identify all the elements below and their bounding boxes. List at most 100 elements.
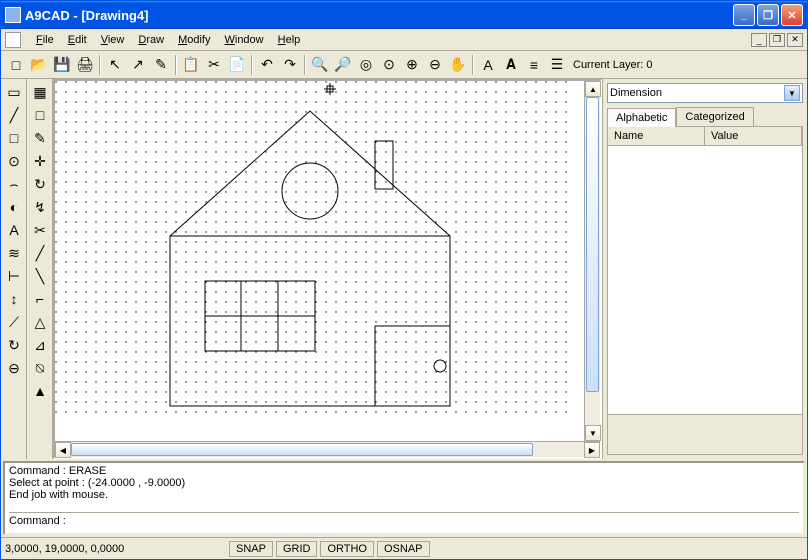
minimize-button[interactable]: _ — [733, 4, 755, 26]
redo-icon[interactable]: ↷ — [279, 54, 301, 76]
zoomwin-icon[interactable]: ◎ — [355, 54, 377, 76]
modify-tool-2[interactable]: ✎ — [29, 127, 51, 149]
toggle-ortho[interactable]: ORTHO — [320, 541, 374, 557]
open-icon[interactable]: 📂 — [28, 54, 50, 76]
command-panel[interactable]: Command : ERASE Select at point : (-24.0… — [3, 461, 805, 535]
text-icon[interactable]: A — [477, 54, 499, 76]
current-layer-label: Current Layer: 0 — [569, 59, 656, 71]
grid-body[interactable] — [608, 146, 802, 414]
window-title: A9CAD - [Drawing4] — [25, 8, 733, 23]
modify-tool-13[interactable]: ▲ — [29, 380, 51, 402]
zoomin-icon[interactable]: 🔍 — [309, 54, 331, 76]
grid-description — [608, 414, 802, 454]
canvas[interactable] — [55, 81, 575, 421]
object-type-combo[interactable]: Dimension ▼ — [607, 83, 803, 103]
layers-icon[interactable]: ☰ — [546, 54, 568, 76]
properties-panel: Dimension ▼ AlphabeticCategorized Name V… — [602, 79, 807, 459]
draw-tool-8[interactable]: ⊢ — [3, 265, 25, 287]
modify-tool-9[interactable]: ⌐ — [29, 288, 51, 310]
pan-icon[interactable]: ✋ — [447, 54, 469, 76]
toggle-grid[interactable]: GRID — [276, 541, 318, 557]
drawing-area[interactable]: ▲ ▼ ◀ ▶ — [53, 79, 602, 459]
draw-tool-0[interactable]: ▭ — [3, 81, 25, 103]
textstyle-icon[interactable]: 𝐀 — [500, 54, 522, 76]
zoomminus-icon[interactable]: ⊖ — [424, 54, 446, 76]
main-window: A9CAD - [Drawing4] _ ❐ ✕ FileEditViewDra… — [0, 0, 808, 560]
draw-tool-10[interactable]: ⟋ — [3, 311, 25, 333]
toggle-snap[interactable]: SNAP — [229, 541, 273, 557]
menu-help[interactable]: Help — [271, 32, 308, 48]
mdi-close-button[interactable]: ✕ — [787, 33, 803, 47]
titlebar[interactable]: A9CAD - [Drawing4] _ ❐ ✕ — [1, 1, 807, 29]
copy-icon[interactable]: 📋 — [180, 54, 202, 76]
pick2-icon[interactable]: ↗ — [127, 54, 149, 76]
menubar: FileEditViewDrawModifyWindowHelp _ ❐ ✕ — [1, 29, 807, 51]
modify-tool-0[interactable]: ▦ — [29, 81, 51, 103]
menu-draw[interactable]: Draw — [131, 32, 171, 48]
paste-icon[interactable]: 📄 — [226, 54, 248, 76]
cut-icon[interactable]: ✂ — [203, 54, 225, 76]
combo-dropdown-button[interactable]: ▼ — [784, 85, 800, 101]
statusbar: 3,0000, 19,0000, 0,0000 SNAPGRIDORTHOOSN… — [1, 537, 807, 559]
toggle-osnap[interactable]: OSNAP — [377, 541, 430, 557]
new-icon[interactable]: □ — [5, 54, 27, 76]
tab-alphabetic[interactable]: Alphabetic — [607, 108, 676, 127]
scroll-left-button[interactable]: ◀ — [55, 442, 71, 458]
col-name[interactable]: Name — [608, 127, 705, 145]
modify-tool-11[interactable]: ⊿ — [29, 334, 51, 356]
save-icon[interactable]: 💾 — [51, 54, 73, 76]
modify-tool-5[interactable]: ↯ — [29, 196, 51, 218]
modify-tool-1[interactable]: □ — [29, 104, 51, 126]
app-icon — [5, 7, 21, 23]
scroll-right-button[interactable]: ▶ — [584, 442, 600, 458]
draw-tool-3[interactable]: ⊙ — [3, 150, 25, 172]
draw-tool-7[interactable]: ≋ — [3, 242, 25, 264]
draw-tool-11[interactable]: ↻ — [3, 334, 25, 356]
zoomout-icon[interactable]: 🔎 — [332, 54, 354, 76]
modify-tool-12[interactable]: ⍉ — [29, 357, 51, 379]
modify-tool-4[interactable]: ↻ — [29, 173, 51, 195]
col-value[interactable]: Value — [705, 127, 802, 145]
print-icon[interactable]: 🖨 — [74, 54, 96, 76]
draw-tool-12[interactable]: ⊖ — [3, 357, 25, 379]
undo-icon[interactable]: ↶ — [256, 54, 278, 76]
property-grid[interactable]: Name Value — [607, 126, 803, 455]
modify-tool-10[interactable]: △ — [29, 311, 51, 333]
scroll-down-button[interactable]: ▼ — [585, 425, 601, 441]
mdi-restore-button[interactable]: ❐ — [769, 33, 785, 47]
menu-edit[interactable]: Edit — [61, 32, 94, 48]
pick-icon[interactable]: ↖ — [104, 54, 126, 76]
pick3-icon[interactable]: ✎ — [150, 54, 172, 76]
zoomplus-icon[interactable]: ⊕ — [401, 54, 423, 76]
menu-file[interactable]: File — [29, 32, 61, 48]
vertical-scrollbar[interactable]: ▲ ▼ — [584, 81, 600, 441]
draw-tool-2[interactable]: □ — [3, 127, 25, 149]
document-icon[interactable] — [5, 32, 21, 48]
menu-modify[interactable]: Modify — [171, 32, 217, 48]
draw-tool-9[interactable]: ↕ — [3, 288, 25, 310]
maximize-button[interactable]: ❐ — [757, 4, 779, 26]
main-toolbar: □📂💾🖨 ↖↗✎ 📋✂📄 ↶↷ 🔍🔎◎⊙⊕⊖✋ A𝐀≡☰ Current Layer: 0 — [1, 51, 807, 79]
modify-tool-7[interactable]: ╱ — [29, 242, 51, 264]
modify-tool-6[interactable]: ✂ — [29, 219, 51, 241]
left-toolbars: ▭╱□⊙⌢◐A≋⊢↕⟋↻⊖ ▦□✎✛↻↯✂╱╲⌐△⊿⍉▲ — [1, 79, 53, 459]
mdi-minimize-button[interactable]: _ — [751, 33, 767, 47]
horizontal-scrollbar[interactable]: ◀ ▶ — [55, 441, 600, 457]
status-coords: 3,0000, 19,0000, 0,0000 — [5, 543, 225, 555]
menu-view[interactable]: View — [94, 32, 132, 48]
zoomext-icon[interactable]: ⊙ — [378, 54, 400, 76]
close-button[interactable]: ✕ — [781, 4, 803, 26]
combo-value: Dimension — [610, 87, 662, 99]
scroll-up-button[interactable]: ▲ — [585, 81, 601, 97]
modify-tool-8[interactable]: ╲ — [29, 265, 51, 287]
draw-tool-1[interactable]: ╱ — [3, 104, 25, 126]
menu-window[interactable]: Window — [217, 32, 270, 48]
modify-tool-3[interactable]: ✛ — [29, 150, 51, 172]
layer-icon[interactable]: ≡ — [523, 54, 545, 76]
draw-tool-6[interactable]: A — [3, 219, 25, 241]
tab-categorized[interactable]: Categorized — [676, 107, 753, 126]
draw-tool-4[interactable]: ⌢ — [3, 173, 25, 195]
command-output: Command : ERASE Select at point : (-24.0… — [9, 465, 799, 510]
draw-tool-5[interactable]: ◐ — [3, 196, 25, 218]
command-input[interactable]: Command : — [9, 515, 799, 531]
